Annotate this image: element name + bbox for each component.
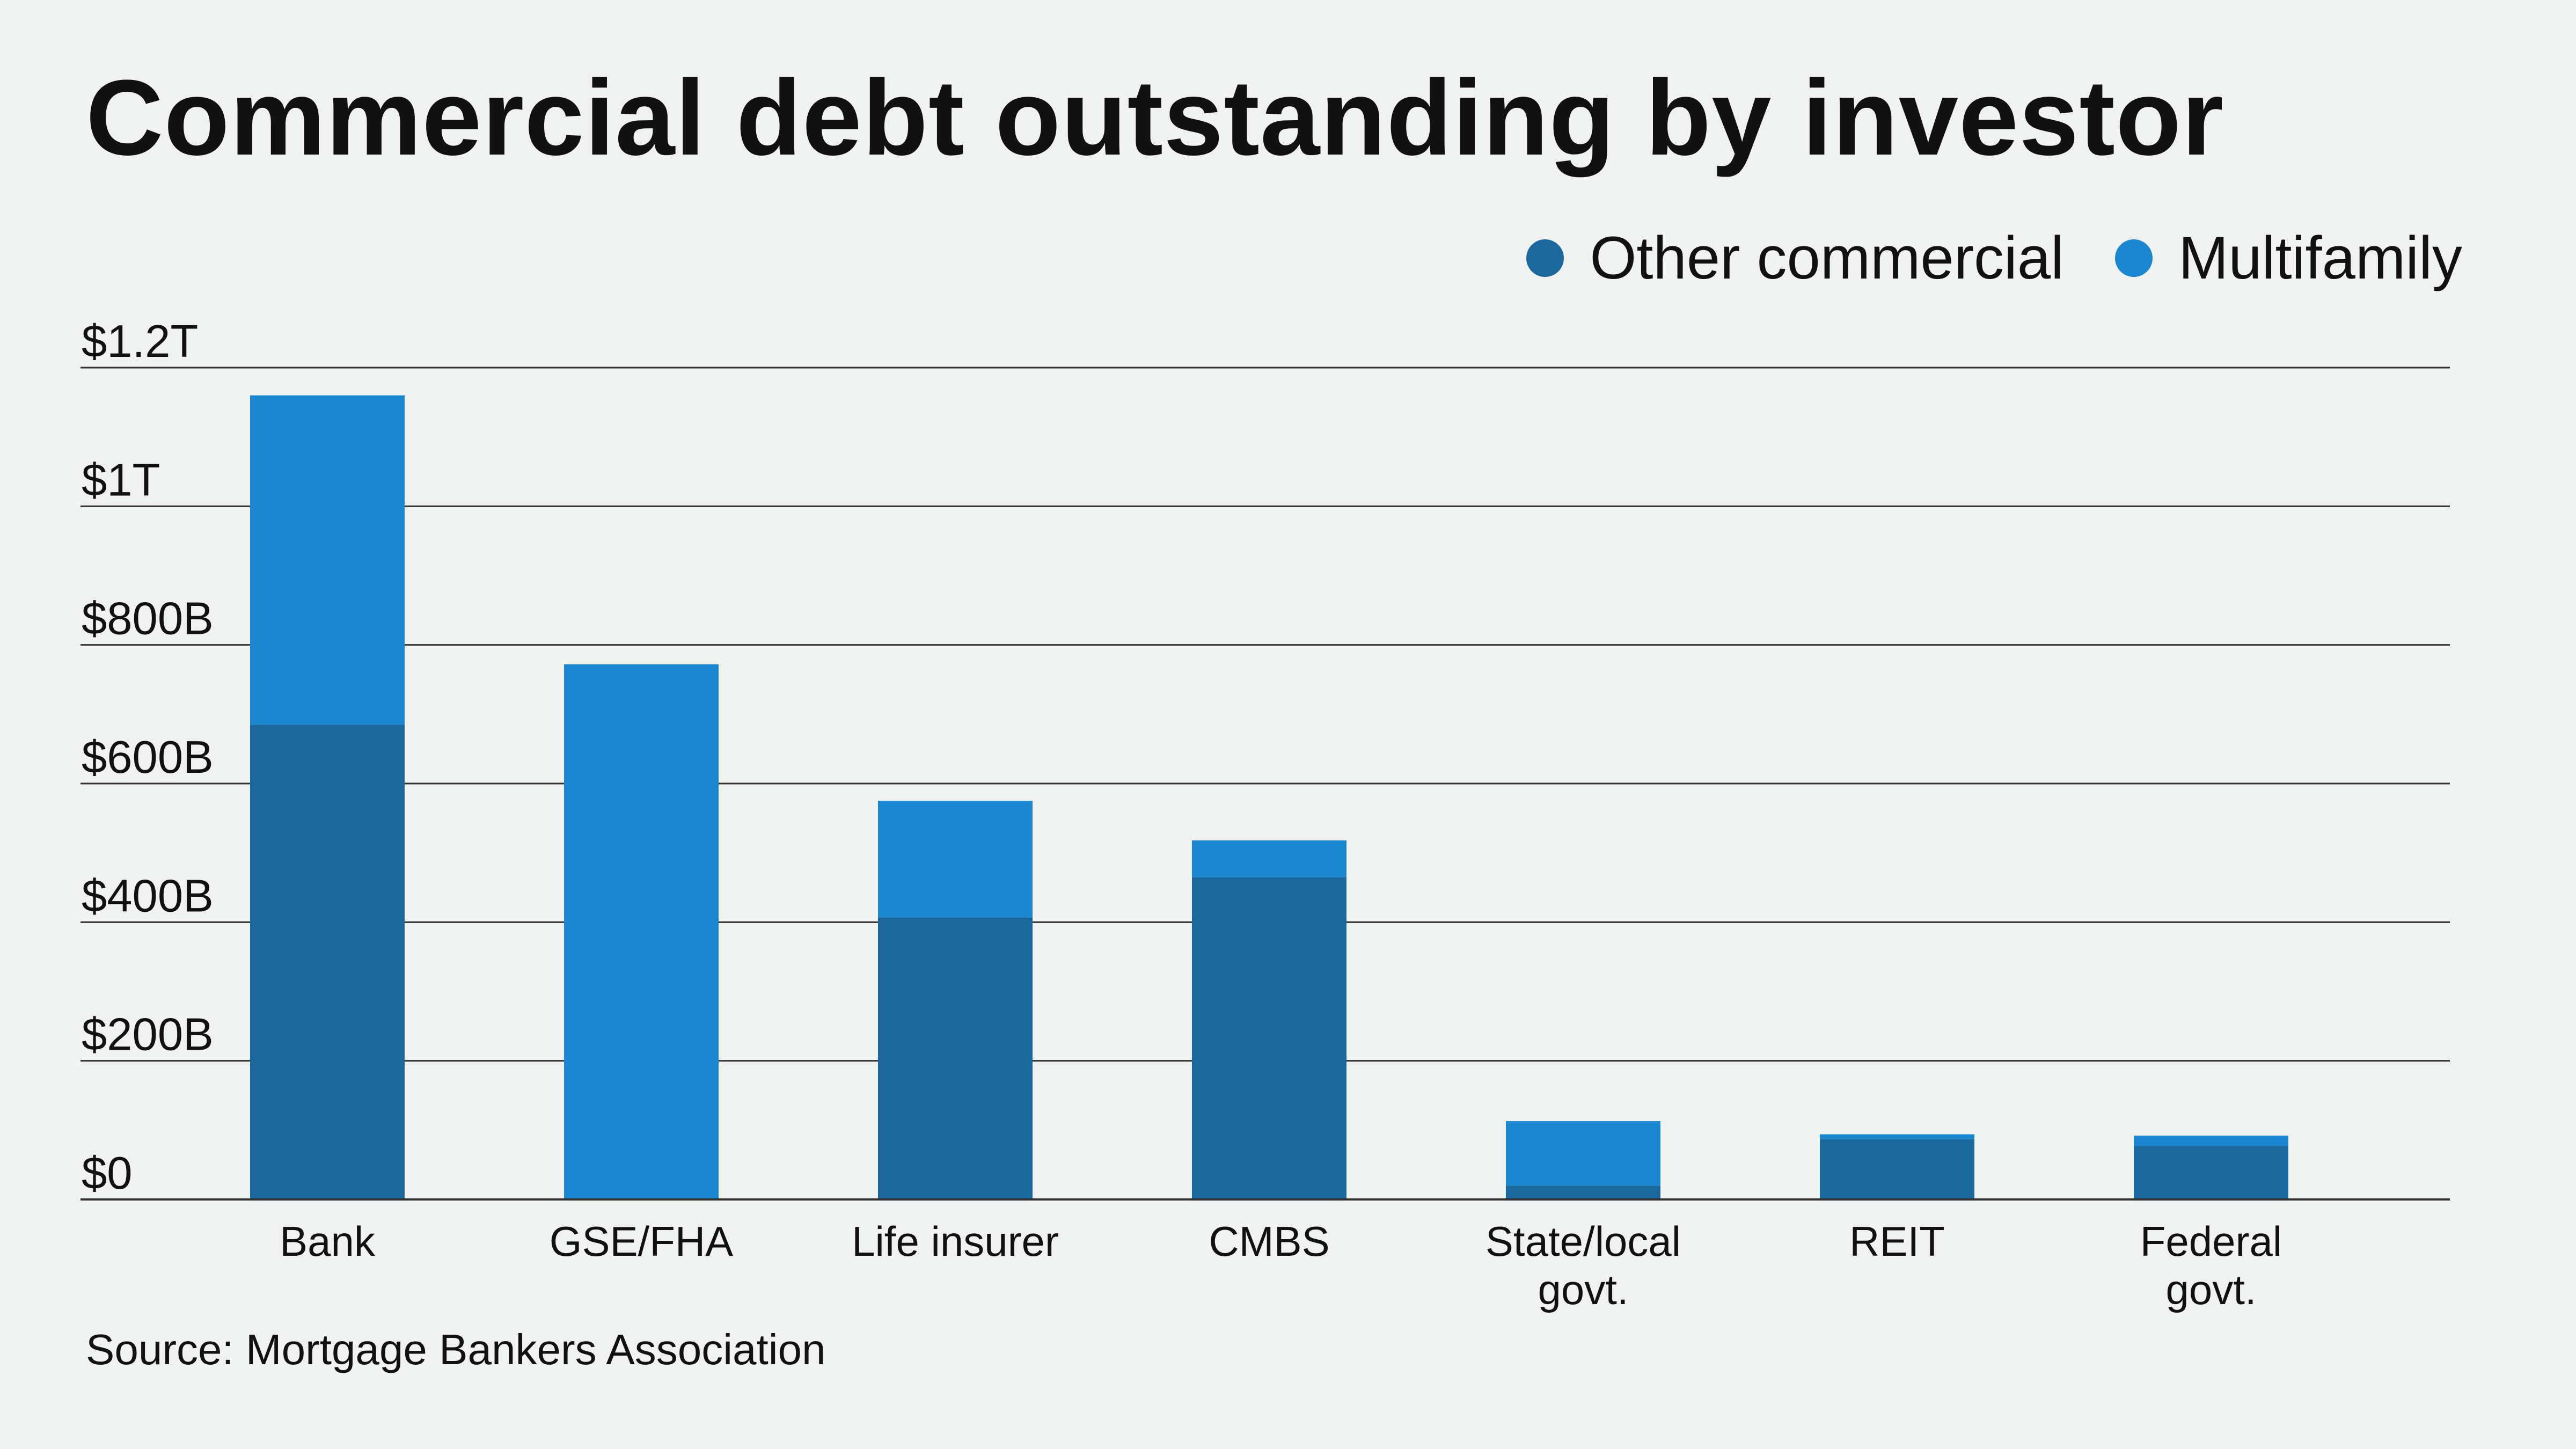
bar-segment-multifamily <box>564 664 719 1199</box>
x-axis-labels: Bank GSE/FHA Life insurer CMBS State/localgo… <box>280 1218 2282 1313</box>
bars <box>250 395 2288 1199</box>
source-note: Source: Mortgage Bankers Association <box>86 1326 826 1373</box>
bar-segment-multifamily <box>250 395 405 725</box>
y-tick-label: $600B <box>82 732 214 783</box>
legend: Other commercial Multifamily <box>1475 228 2462 288</box>
x-tick-label: REIT <box>1849 1218 1945 1265</box>
x-tick-label: State/local <box>1485 1218 1681 1265</box>
y-tick-label: $800B <box>82 594 214 645</box>
chart-title: Commercial debt outstanding by investor <box>86 58 2224 178</box>
x-tick-label: GSE/FHA <box>550 1218 733 1265</box>
x-tick-label: Federal <box>2140 1218 2282 1265</box>
x-tick-label: Life insurer <box>852 1218 1059 1265</box>
legend-item-multifamily: Multifamily <box>2115 228 2462 288</box>
y-tick-label: $400B <box>82 870 214 921</box>
bar-segment-other-commercial <box>1192 877 1346 1199</box>
y-tick-label: $1T <box>82 455 160 506</box>
x-tick-label: govt. <box>1538 1266 1628 1313</box>
bar-segment-multifamily <box>2134 1136 2288 1146</box>
x-tick-label: Bank <box>280 1218 376 1265</box>
bar-segment-other-commercial <box>1820 1139 1974 1199</box>
y-tick-label: $200B <box>82 1009 214 1060</box>
y-tick-label: $1.2T <box>82 316 198 367</box>
bar-segment-multifamily <box>1192 840 1346 877</box>
legend-swatch-multifamily <box>2115 239 2153 277</box>
bar-segment-multifamily <box>1820 1134 1974 1139</box>
y-tick-label: $0 <box>82 1148 133 1199</box>
bar-segment-other-commercial <box>2134 1146 2288 1199</box>
x-tick-label: CMBS <box>1209 1218 1329 1265</box>
bar-segment-other-commercial <box>878 917 1033 1199</box>
legend-item-other-commercial: Other commercial <box>1526 228 2064 288</box>
bar-segment-other-commercial <box>250 724 405 1199</box>
y-axis-ticks: $0 $200B $400B $600B $800B $1T $1.2T <box>82 316 214 1199</box>
x-tick-label: govt. <box>2165 1266 2256 1313</box>
legend-label-multifamily: Multifamily <box>2178 224 2462 291</box>
legend-swatch-other-commercial <box>1526 239 1564 277</box>
bar-segment-multifamily <box>878 801 1033 918</box>
bar-segment-multifamily <box>1506 1121 1660 1186</box>
bar-segment-other-commercial <box>1506 1185 1660 1199</box>
legend-label-other-commercial: Other commercial <box>1590 224 2065 291</box>
